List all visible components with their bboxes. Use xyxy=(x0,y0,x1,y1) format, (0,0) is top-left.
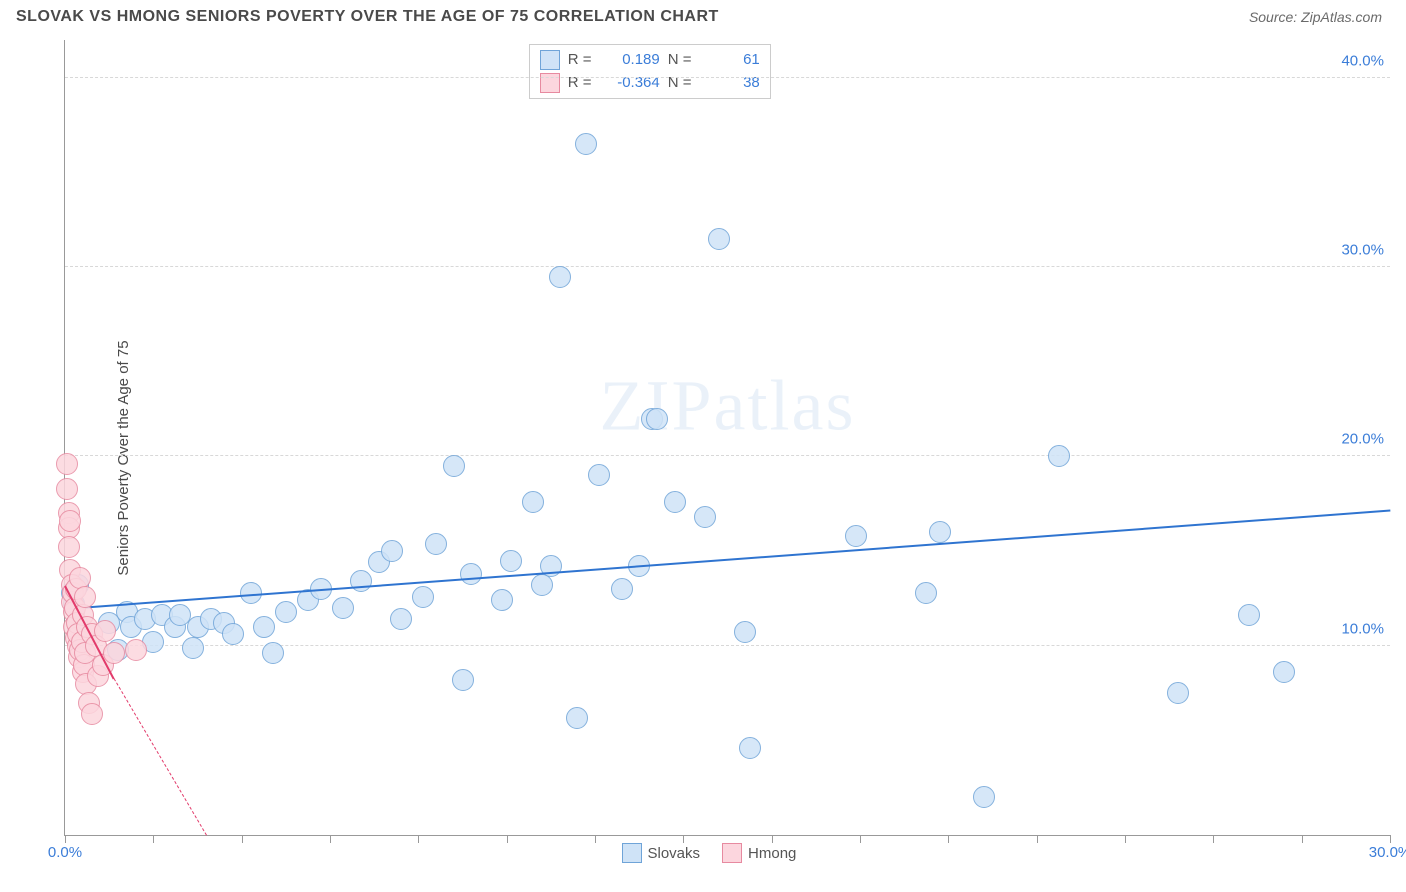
data-point xyxy=(664,491,686,513)
data-point xyxy=(845,525,867,547)
x-tick xyxy=(242,835,243,843)
data-point xyxy=(94,620,116,642)
y-tick-label: 40.0% xyxy=(1341,52,1384,69)
data-point xyxy=(708,228,730,250)
x-tick xyxy=(330,835,331,843)
data-point xyxy=(734,621,756,643)
legend-swatch xyxy=(622,843,642,863)
n-value: 38 xyxy=(704,72,760,95)
x-tick xyxy=(772,835,773,843)
data-point xyxy=(1273,661,1295,683)
chart-title: SLOVAK VS HMONG SENIORS POVERTY OVER THE… xyxy=(16,8,719,26)
n-value: 61 xyxy=(704,49,760,72)
r-value: 0.189 xyxy=(604,49,660,72)
data-point xyxy=(425,533,447,555)
data-point xyxy=(915,582,937,604)
y-tick-label: 20.0% xyxy=(1341,431,1384,448)
n-label: N = xyxy=(668,49,696,72)
data-point xyxy=(646,408,668,430)
data-point xyxy=(275,601,297,623)
data-point xyxy=(522,491,544,513)
data-point xyxy=(56,453,78,475)
data-point xyxy=(929,521,951,543)
data-point xyxy=(566,707,588,729)
data-point xyxy=(412,586,434,608)
data-point xyxy=(1167,682,1189,704)
data-point xyxy=(491,589,513,611)
r-label: R = xyxy=(568,49,596,72)
data-point xyxy=(452,669,474,691)
data-point xyxy=(443,455,465,477)
data-point xyxy=(182,637,204,659)
data-point xyxy=(1048,445,1070,467)
x-tick xyxy=(948,835,949,843)
r-label: R = xyxy=(568,72,596,95)
legend-swatch xyxy=(722,843,742,863)
y-tick-label: 30.0% xyxy=(1341,242,1384,259)
data-point xyxy=(611,578,633,600)
scatter-plot: ZIPatlas R =0.189N =61R =-0.364N =38 Slo… xyxy=(64,40,1390,836)
legend-swatch xyxy=(540,50,560,70)
x-tick xyxy=(1390,835,1391,843)
legend-stat-row: R = 0.189 N = 61 xyxy=(540,49,760,72)
legend-stats: R = 0.189 N = 61 R = -0.364 N = 38 xyxy=(529,44,771,99)
data-point xyxy=(694,506,716,528)
data-point xyxy=(973,786,995,808)
gridline xyxy=(65,77,1390,78)
data-point xyxy=(74,586,96,608)
x-tick xyxy=(507,835,508,843)
data-point xyxy=(739,737,761,759)
gridline xyxy=(65,455,1390,456)
data-point xyxy=(531,574,553,596)
legend-stat-row: R = -0.364 N = 38 xyxy=(540,72,760,95)
data-point xyxy=(390,608,412,630)
data-point xyxy=(575,133,597,155)
x-tick xyxy=(595,835,596,843)
legend-series: Slovaks Hmong xyxy=(622,843,797,863)
trend-line xyxy=(113,678,207,836)
gridline xyxy=(65,266,1390,267)
y-tick-label: 10.0% xyxy=(1341,620,1384,637)
n-label: N = xyxy=(668,72,696,95)
source-label: Source: ZipAtlas.com xyxy=(1249,9,1382,25)
data-point xyxy=(125,639,147,661)
x-tick xyxy=(683,835,684,843)
x-tick xyxy=(860,835,861,843)
data-point xyxy=(253,616,275,638)
legend-swatch xyxy=(540,73,560,93)
data-point xyxy=(1238,604,1260,626)
data-point xyxy=(588,464,610,486)
x-tick xyxy=(153,835,154,843)
x-tick xyxy=(1125,835,1126,843)
data-point xyxy=(58,536,80,558)
data-point xyxy=(549,266,571,288)
x-tick xyxy=(1037,835,1038,843)
r-value: -0.364 xyxy=(604,72,660,95)
x-tick-label: 0.0% xyxy=(48,844,82,861)
legend-item: Slovaks xyxy=(622,843,701,863)
data-point xyxy=(222,623,244,645)
data-point xyxy=(332,597,354,619)
data-point xyxy=(500,550,522,572)
data-point xyxy=(460,563,482,585)
x-tick xyxy=(1213,835,1214,843)
legend-item: Hmong xyxy=(722,843,796,863)
x-tick-label: 30.0% xyxy=(1369,844,1406,861)
legend-label: Slovaks xyxy=(648,845,701,862)
data-point xyxy=(381,540,403,562)
data-point xyxy=(59,510,81,532)
trend-line xyxy=(65,509,1390,609)
legend-label: Hmong xyxy=(748,845,796,862)
x-tick xyxy=(418,835,419,843)
x-tick xyxy=(65,835,66,843)
watermark: ZIPatlas xyxy=(600,364,856,447)
data-point xyxy=(350,570,372,592)
data-point xyxy=(262,642,284,664)
data-point xyxy=(56,478,78,500)
data-point xyxy=(81,703,103,725)
x-tick xyxy=(1302,835,1303,843)
